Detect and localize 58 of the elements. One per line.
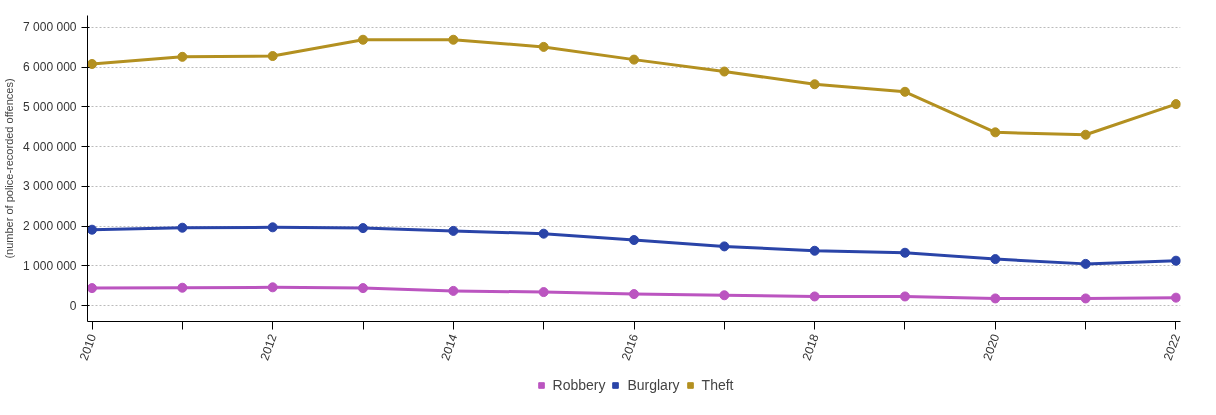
point [538,41,549,52]
point [448,225,459,236]
point [719,66,730,77]
point [809,245,820,256]
point [267,282,278,293]
x-tick-label: 2018 [799,331,822,363]
point [990,254,1001,265]
y-tick-label: 1 000 000 [23,258,77,273]
x-tick-label: 2016 [618,331,642,363]
point [629,235,639,246]
point [719,241,730,252]
point [358,223,369,234]
point [267,222,278,233]
y-axis-title: (number of police-recorded offences) [3,78,16,259]
point [899,247,910,258]
x-tick-label: 2012 [257,331,280,363]
y-tick-label: 0 [69,298,77,313]
point [809,291,820,302]
y-tick-label: 6 000 000 [23,60,77,75]
point [87,58,98,69]
point [809,79,820,90]
y-tick-label: 5 000 000 [23,99,77,114]
point [1080,258,1091,269]
point [629,289,639,300]
point [899,86,910,97]
point [1080,293,1091,304]
point [448,34,459,45]
point [538,228,549,239]
x-tick-label: 2020 [980,331,1003,363]
point [177,51,188,62]
legend-label: Burglary [627,377,680,393]
x-tick-label: 2010 [76,331,100,363]
point [1170,255,1181,266]
x-tick-label: 2014 [438,331,461,363]
point [1170,99,1181,110]
point [538,287,549,298]
point [87,224,98,235]
point [177,282,188,293]
point [1080,129,1091,140]
point [87,283,98,294]
point [267,51,278,62]
point [177,222,188,233]
legend-label: Theft [701,377,734,393]
legend-label: Robbery [552,377,606,393]
x-tick-label: 2022 [1160,331,1184,363]
point [719,290,730,301]
point [1170,292,1181,303]
point [990,293,1001,304]
point [358,283,369,294]
point [448,285,459,296]
point [899,291,910,302]
y-tick-label: 4 000 000 [23,139,77,154]
point [358,34,369,45]
point [990,127,1001,138]
y-tick-label: 3 000 000 [23,179,77,194]
y-tick-label: 2 000 000 [23,219,77,234]
y-tick-label: 7 000 000 [23,20,77,35]
point [629,54,639,65]
